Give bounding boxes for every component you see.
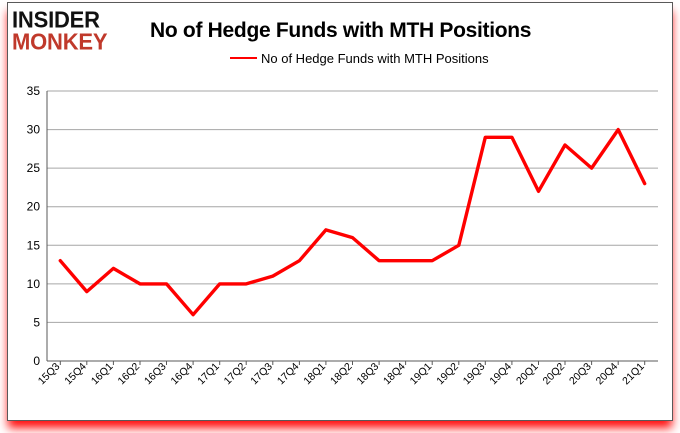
svg-text:19Q2: 19Q2: [434, 361, 461, 388]
svg-text:18Q4: 18Q4: [381, 361, 408, 388]
svg-text:5: 5: [33, 315, 40, 329]
svg-text:15Q4: 15Q4: [62, 361, 89, 388]
svg-text:10: 10: [27, 277, 41, 291]
svg-text:17Q1: 17Q1: [195, 361, 222, 388]
svg-text:18Q1: 18Q1: [301, 361, 328, 388]
svg-text:35: 35: [27, 84, 41, 98]
svg-text:30: 30: [27, 123, 41, 137]
svg-text:20Q4: 20Q4: [594, 361, 621, 388]
svg-text:21Q1: 21Q1: [620, 361, 647, 388]
svg-text:19Q1: 19Q1: [408, 361, 435, 388]
svg-text:25: 25: [27, 161, 41, 175]
svg-text:17Q3: 17Q3: [248, 361, 275, 388]
svg-text:16Q4: 16Q4: [169, 361, 196, 388]
svg-text:18Q2: 18Q2: [328, 361, 355, 388]
svg-text:20: 20: [27, 200, 41, 214]
svg-text:17Q2: 17Q2: [222, 361, 249, 388]
svg-text:18Q3: 18Q3: [355, 361, 382, 388]
svg-text:19Q3: 19Q3: [461, 361, 488, 388]
svg-text:20Q1: 20Q1: [514, 361, 541, 388]
svg-text:17Q4: 17Q4: [275, 361, 302, 388]
svg-text:16Q1: 16Q1: [89, 361, 116, 388]
svg-text:15: 15: [27, 238, 41, 252]
svg-text:16Q2: 16Q2: [115, 361, 142, 388]
svg-text:20Q2: 20Q2: [540, 361, 567, 388]
svg-text:16Q3: 16Q3: [142, 361, 169, 388]
svg-text:0: 0: [33, 354, 40, 368]
svg-text:19Q4: 19Q4: [487, 361, 514, 388]
svg-text:20Q3: 20Q3: [567, 361, 594, 388]
